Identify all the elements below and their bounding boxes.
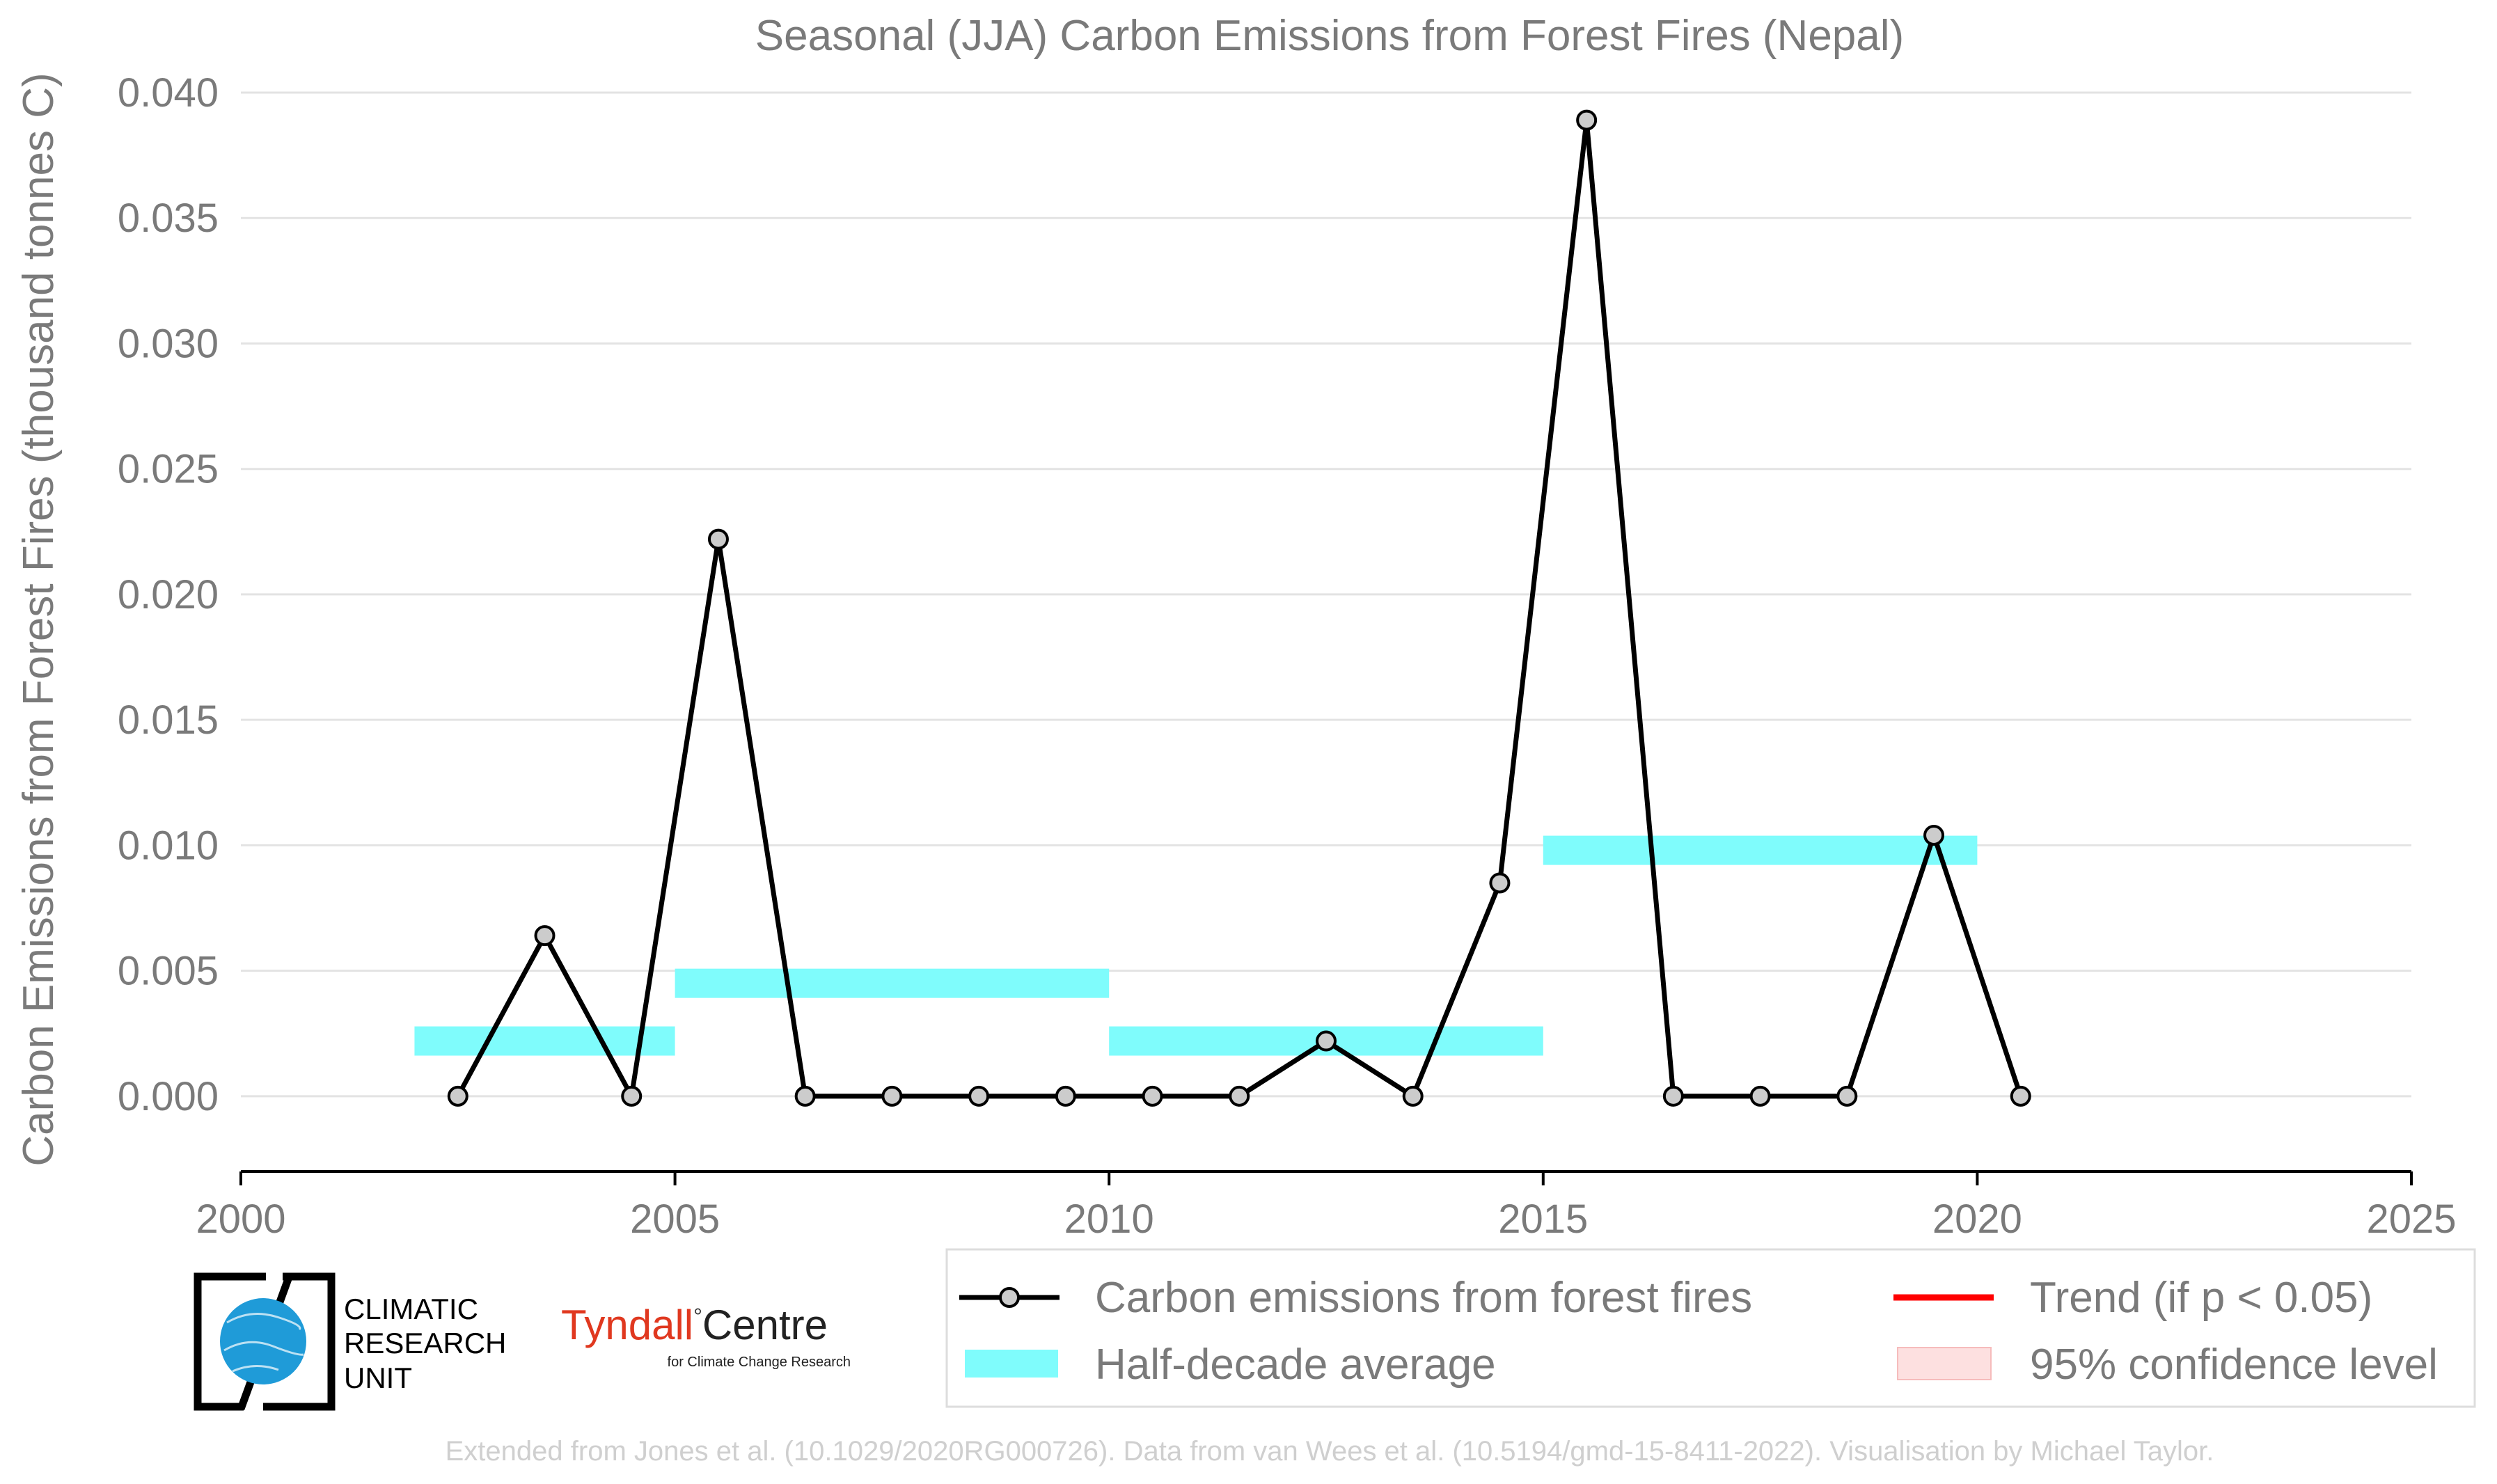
y-tick-label: 0.015 [118, 697, 219, 743]
credit-text: Extended from Jones et al. (10.1029/2020… [446, 1436, 2214, 1467]
grid-lines [241, 91, 2411, 1098]
tyndall-subtitle: for Climate Change Research [668, 1355, 851, 1370]
x-tick-label: 2000 [196, 1197, 285, 1242]
cru-text-line-2: RESEARCH [344, 1327, 506, 1359]
legend-average-swatch [965, 1350, 1058, 1378]
y-tick-label: 0.035 [118, 196, 219, 241]
legend-label-confidence: 95% confidence level [2030, 1341, 2438, 1389]
half-decade-bars [414, 835, 1978, 1056]
data-point [794, 1085, 816, 1107]
half-decade-bar [1543, 835, 1978, 865]
x-tick-label: 2020 [1932, 1197, 2022, 1242]
y-tick-label: 0.040 [118, 70, 219, 116]
x-tick-label: 2005 [630, 1197, 720, 1242]
y-tick-label: 0.010 [118, 823, 219, 868]
data-point [1229, 1085, 1250, 1107]
legend-marker-swatch [999, 1287, 1020, 1308]
emissions-series [447, 109, 2031, 1107]
series-line [455, 118, 2024, 1099]
legend: Carbon emissions from forest fires Trend… [945, 1248, 2476, 1408]
data-point [1749, 1085, 1771, 1107]
x-axis: 2000 2005 2010 2015 2020 2025 [196, 1171, 2457, 1242]
data-point [1402, 1085, 1424, 1107]
y-tick-label: 0.000 [118, 1074, 219, 1119]
data-point [1836, 1085, 1858, 1107]
y-axis-label: Carbon Emissions from Forest Fires (thou… [15, 72, 63, 1166]
legend-label-trend: Trend (if p < 0.05) [2030, 1274, 2372, 1322]
tyndall-name: Tyndall [561, 1302, 693, 1348]
y-tick-label: 0.030 [118, 321, 219, 366]
cru-text-line-1: CLIMATIC [344, 1293, 478, 1325]
y-tick-label: 0.005 [118, 949, 219, 994]
x-tick-label: 2010 [1064, 1197, 1154, 1242]
data-point [534, 925, 556, 947]
tyndall-degree: ° [693, 1304, 702, 1329]
data-point [968, 1085, 990, 1107]
legend-label-emissions: Carbon emissions from forest fires [1095, 1274, 1752, 1322]
tyndall-centre: Centre [702, 1302, 828, 1348]
data-point [707, 528, 729, 550]
legend-box [945, 1248, 2476, 1408]
cru-bracket-left [194, 1272, 266, 1411]
tyndall-logo: Tyndall°Centre for Climate Change Resear… [561, 1302, 851, 1370]
tyndall-title: Tyndall°Centre [561, 1302, 828, 1348]
y-axis: 0.000 0.005 0.010 0.015 0.020 0.025 0.030 0.035… [118, 70, 219, 1119]
half-decade-bar [675, 968, 1110, 998]
legend-confidence-swatch [1897, 1347, 1992, 1380]
data-point [1316, 1030, 1337, 1052]
cru-text-line-3: UNIT [344, 1361, 412, 1394]
x-tick-label: 2025 [2366, 1197, 2456, 1242]
data-point [1923, 824, 1945, 846]
chart-title: Seasonal (JJA) Carbon Emissions from For… [755, 12, 1904, 60]
globe-contour-icon [223, 1313, 304, 1373]
data-point [1662, 1085, 1684, 1107]
data-point [1576, 109, 1598, 131]
x-tick-label: 2015 [1498, 1197, 1588, 1242]
data-point [621, 1085, 643, 1107]
cru-logo: CLIMATIC RESEARCH UNIT [194, 1272, 506, 1411]
y-tick-label: 0.025 [118, 447, 219, 492]
data-point [447, 1085, 468, 1107]
half-decade-bar [414, 1026, 675, 1056]
data-point [1142, 1085, 1163, 1107]
legend-label-average: Half-decade average [1095, 1341, 1496, 1389]
cru-bracket-right [263, 1272, 336, 1411]
data-point [1055, 1085, 1076, 1107]
data-point [1489, 872, 1511, 894]
data-point [881, 1085, 903, 1107]
y-tick-label: 0.020 [118, 572, 219, 617]
data-point [2010, 1085, 2031, 1107]
